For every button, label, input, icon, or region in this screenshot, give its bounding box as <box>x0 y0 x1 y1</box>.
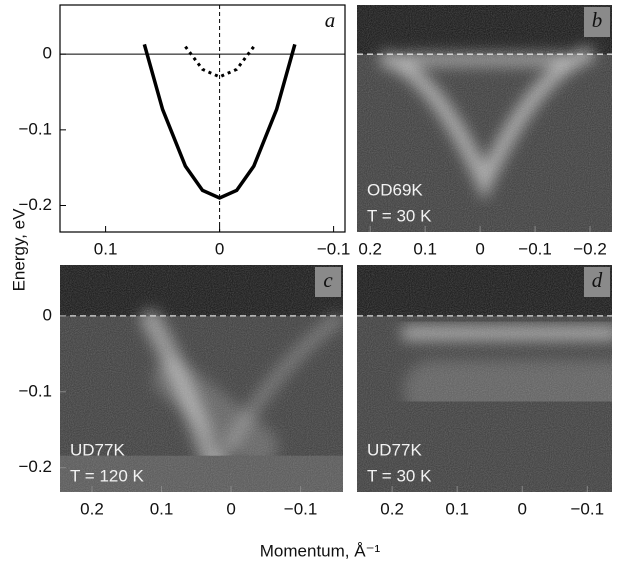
panel-label: c <box>323 268 333 292</box>
intensity-map <box>60 265 343 492</box>
x-tick-label: 0 <box>215 239 224 258</box>
x-tick-label: −0.1 <box>284 499 318 518</box>
x-tick-label: 0.1 <box>94 239 118 258</box>
x-tick-label: 0 <box>226 499 235 518</box>
noise <box>357 5 612 232</box>
plot-area <box>59 4 346 233</box>
x-tick-label: 0.1 <box>413 239 437 258</box>
x-tick-label: −0.1 <box>518 239 552 258</box>
y-tick-label: −0.2 <box>18 195 52 214</box>
intensity-map <box>357 265 612 492</box>
panel-label: b <box>592 8 603 32</box>
intensity-map <box>357 5 612 232</box>
y-tick-label: 0 <box>43 44 52 63</box>
y-tick-label: −0.1 <box>18 119 52 138</box>
x-tick-label: −0.1 <box>317 239 351 258</box>
y-tick-label: −0.1 <box>18 381 52 400</box>
panel-label-box <box>584 267 610 297</box>
panel-label: a <box>325 8 336 32</box>
x-tick-label: 0.2 <box>380 499 404 518</box>
x-axis-label: Momentum, Å⁻¹ <box>260 541 381 560</box>
x-tick-label: 0.2 <box>358 239 382 258</box>
y-tick-label: 0 <box>43 305 52 324</box>
x-tick-label: −0.1 <box>570 499 604 518</box>
band-curve <box>142 43 297 200</box>
y-axis-label: Energy, eV <box>9 208 28 292</box>
x-tick-label: 0.2 <box>80 499 104 518</box>
x-tick-label: 0.1 <box>150 499 174 518</box>
panel-label-box <box>584 7 610 37</box>
panel-label-box <box>315 267 341 297</box>
panel-label: d <box>592 268 603 292</box>
annotation: T = 30 K <box>367 466 432 485</box>
annotation: T = 30 K <box>367 206 432 225</box>
noise <box>357 265 612 492</box>
annotation: UD77K <box>70 440 125 459</box>
x-tick-label: 0 <box>517 499 526 518</box>
annotation: T = 120 K <box>70 466 145 485</box>
annotation: OD69K <box>367 180 423 199</box>
x-tick-label: −0.2 <box>573 239 607 258</box>
x-tick-label: 0 <box>475 239 484 258</box>
x-tick-label: 0.1 <box>445 499 469 518</box>
noise <box>60 265 343 492</box>
annotation: UD77K <box>367 440 422 459</box>
y-tick-label: −0.2 <box>18 457 52 476</box>
